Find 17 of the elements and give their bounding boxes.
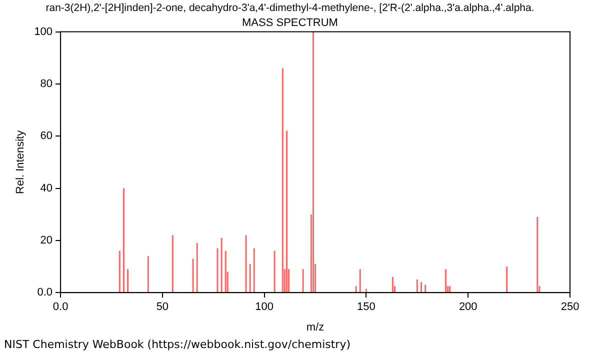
x-tick-label: 150 <box>357 301 376 314</box>
x-tick-label: 50 <box>156 301 169 314</box>
y-tick-label: 60 <box>40 130 53 142</box>
y-tick-label: 20 <box>40 234 53 246</box>
y-tick-label: 80 <box>40 78 53 90</box>
y-tick-label: 0.0 <box>37 286 53 299</box>
x-tick-label: 100 <box>255 301 274 314</box>
chart-subtitle: MASS SPECTRUM <box>242 17 338 30</box>
x-tick-label: 250 <box>560 301 580 314</box>
y-axis-title: Rel. Intensity <box>14 130 27 194</box>
chart-title: ran-3(2H),2'-[2H]inden]-2-one, decahydro-3'a,4'-dimethyl-4-methylene-, [2'R-(2'.alpha.,3'a.alpha.,4'.alpha. <box>46 2 534 14</box>
y-tick-label: 100 <box>34 26 53 38</box>
x-tick-label: 0.0 <box>52 301 68 314</box>
x-tick-label: 200 <box>458 301 478 314</box>
x-axis-title: m/z <box>306 321 324 334</box>
y-tick-label: 40 <box>40 182 53 194</box>
text: NIST Chemistry WebBook (https://webbook.nist.gov/chemistry) <box>3 338 352 351</box>
